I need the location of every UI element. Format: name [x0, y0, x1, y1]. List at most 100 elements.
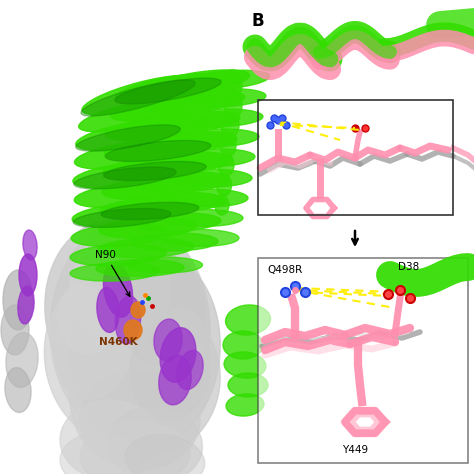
Ellipse shape: [72, 203, 172, 227]
Ellipse shape: [177, 350, 203, 390]
Ellipse shape: [115, 78, 221, 104]
Ellipse shape: [70, 230, 170, 350]
Ellipse shape: [226, 394, 264, 416]
Ellipse shape: [60, 432, 140, 474]
Ellipse shape: [23, 230, 37, 260]
Ellipse shape: [98, 238, 194, 258]
Ellipse shape: [155, 308, 205, 372]
Ellipse shape: [223, 331, 263, 359]
Ellipse shape: [218, 154, 234, 176]
Ellipse shape: [130, 320, 210, 420]
Ellipse shape: [96, 259, 184, 276]
Ellipse shape: [3, 270, 33, 330]
Ellipse shape: [74, 141, 182, 169]
Ellipse shape: [180, 70, 270, 90]
Ellipse shape: [124, 320, 142, 340]
Ellipse shape: [128, 257, 202, 273]
Ellipse shape: [140, 111, 240, 133]
Text: Q498R: Q498R: [267, 265, 302, 275]
Ellipse shape: [105, 115, 215, 141]
Ellipse shape: [57, 285, 113, 355]
Ellipse shape: [104, 136, 212, 160]
Text: Y449: Y449: [342, 445, 368, 455]
Ellipse shape: [110, 95, 219, 121]
Ellipse shape: [70, 335, 180, 465]
Ellipse shape: [139, 131, 237, 153]
Ellipse shape: [135, 192, 225, 211]
Ellipse shape: [169, 149, 255, 167]
Ellipse shape: [159, 355, 191, 405]
Ellipse shape: [74, 167, 176, 189]
Ellipse shape: [228, 373, 268, 397]
Text: B: B: [252, 12, 264, 30]
Ellipse shape: [166, 189, 248, 207]
Ellipse shape: [173, 109, 263, 127]
Ellipse shape: [80, 370, 200, 470]
Ellipse shape: [154, 319, 182, 361]
Ellipse shape: [45, 220, 185, 400]
Ellipse shape: [115, 296, 141, 344]
Ellipse shape: [100, 198, 200, 219]
Ellipse shape: [168, 169, 252, 187]
Ellipse shape: [217, 174, 231, 196]
Ellipse shape: [1, 305, 29, 355]
Ellipse shape: [150, 70, 249, 94]
Ellipse shape: [82, 75, 198, 115]
Ellipse shape: [160, 328, 196, 382]
Ellipse shape: [70, 250, 220, 450]
Ellipse shape: [125, 435, 205, 474]
Ellipse shape: [73, 162, 177, 188]
Ellipse shape: [76, 125, 180, 151]
Ellipse shape: [104, 162, 206, 181]
Ellipse shape: [97, 288, 119, 332]
Ellipse shape: [70, 263, 160, 281]
Ellipse shape: [44, 281, 166, 439]
Ellipse shape: [178, 89, 266, 107]
Ellipse shape: [99, 218, 197, 238]
Ellipse shape: [220, 133, 236, 157]
Ellipse shape: [116, 73, 224, 102]
Ellipse shape: [224, 91, 242, 119]
Ellipse shape: [80, 422, 190, 474]
Ellipse shape: [115, 255, 205, 365]
Text: N460K: N460K: [99, 337, 137, 347]
Ellipse shape: [133, 213, 221, 231]
Ellipse shape: [70, 244, 166, 266]
Ellipse shape: [161, 229, 239, 246]
Bar: [258, 258, 468, 463]
Bar: [258, 100, 453, 215]
Ellipse shape: [81, 80, 195, 116]
Ellipse shape: [101, 202, 199, 219]
Ellipse shape: [18, 286, 34, 324]
Ellipse shape: [131, 302, 145, 318]
Ellipse shape: [79, 98, 191, 132]
Ellipse shape: [108, 408, 202, 474]
Ellipse shape: [50, 220, 210, 440]
Ellipse shape: [71, 224, 169, 246]
Ellipse shape: [163, 210, 243, 227]
Ellipse shape: [171, 129, 259, 147]
Ellipse shape: [145, 91, 245, 113]
Ellipse shape: [224, 352, 266, 378]
Ellipse shape: [74, 182, 176, 208]
Ellipse shape: [105, 140, 211, 162]
Ellipse shape: [132, 233, 218, 251]
Ellipse shape: [90, 305, 220, 455]
Ellipse shape: [103, 156, 207, 180]
Ellipse shape: [5, 367, 31, 412]
Ellipse shape: [60, 400, 160, 474]
Ellipse shape: [215, 195, 229, 215]
Ellipse shape: [221, 112, 239, 138]
Ellipse shape: [73, 209, 171, 228]
Ellipse shape: [19, 254, 37, 296]
Ellipse shape: [222, 70, 242, 100]
Text: N90: N90: [95, 250, 130, 296]
Ellipse shape: [226, 305, 271, 335]
Ellipse shape: [54, 281, 136, 400]
Ellipse shape: [137, 172, 229, 192]
Ellipse shape: [76, 120, 184, 150]
Ellipse shape: [6, 333, 38, 387]
Ellipse shape: [102, 177, 204, 200]
Ellipse shape: [103, 263, 133, 317]
Text: D38: D38: [398, 262, 419, 272]
